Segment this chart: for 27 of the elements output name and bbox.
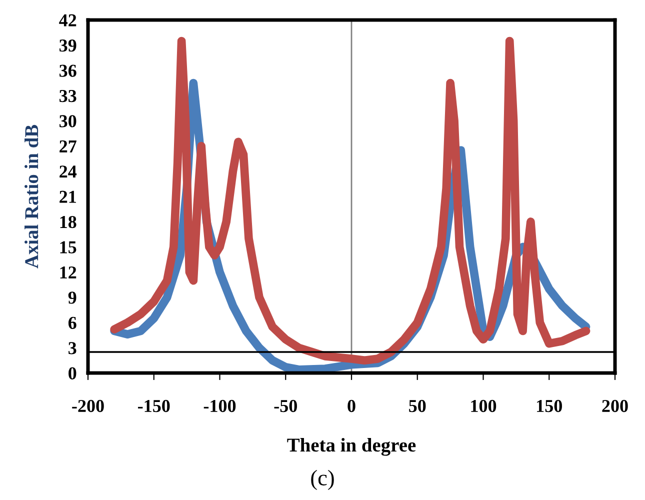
- x-tick-label: 100: [471, 400, 496, 412]
- x-tick-label: -150: [138, 400, 170, 412]
- x-tick-label: 0: [348, 400, 356, 412]
- y-tick-label: 42: [59, 14, 76, 26]
- y-tick-label: 6: [68, 316, 76, 330]
- y-tick-label: 18: [60, 216, 76, 228]
- text: (c): [311, 470, 334, 490]
- y-tick-label: 3: [68, 342, 76, 354]
- y-axis-title: Axial Ratio in dB: [24, 124, 38, 268]
- x-tick-label: -200: [72, 400, 104, 412]
- y-tick-label: 9: [68, 292, 76, 304]
- x-tick-label: 50: [409, 400, 426, 412]
- y-tick-label: 33: [60, 90, 76, 102]
- x-tick-label: -100: [204, 400, 236, 412]
- y-tick-label: 39: [60, 40, 76, 52]
- y-tick-label: 27: [60, 140, 76, 152]
- y-tick-label: 12: [60, 266, 76, 278]
- y-tick-label: 15: [60, 241, 76, 254]
- y-tick-label: 0: [68, 367, 76, 380]
- y-tick-label: 24: [60, 166, 77, 178]
- y-tick-label: 21: [60, 190, 76, 203]
- x-tick-label: -50: [274, 400, 297, 412]
- y-tick-label: 30: [60, 115, 76, 128]
- y-tick-label: 36: [60, 64, 76, 77]
- x-tick-label: 150: [537, 400, 562, 412]
- x-tick-label: 200: [602, 400, 628, 412]
- x-axis-title: Theta in degree: [287, 438, 416, 456]
